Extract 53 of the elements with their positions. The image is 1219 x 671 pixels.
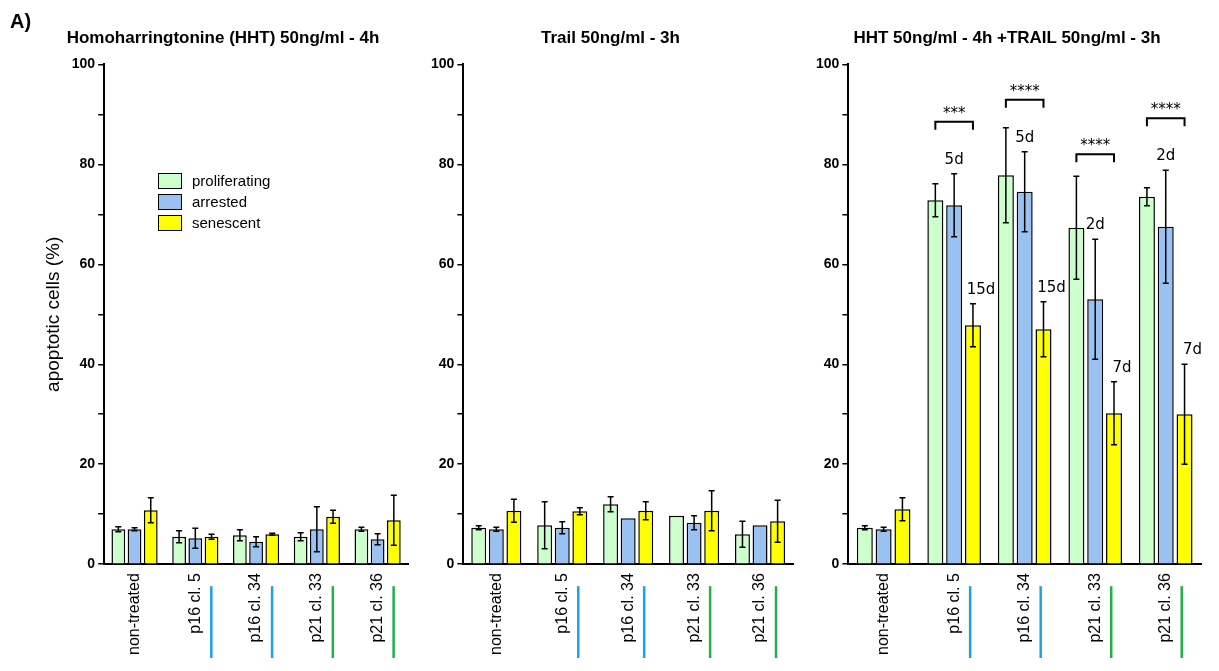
legend-label: senescent bbox=[192, 214, 261, 231]
y-tick-label: 60 bbox=[823, 255, 840, 272]
annotation: **** bbox=[1009, 81, 1041, 100]
y-tick-label: 20 bbox=[438, 455, 455, 472]
y-tick-label: 0 bbox=[446, 555, 455, 572]
y-tick-label: 80 bbox=[79, 155, 96, 172]
y-axis-title: apoptotic cells (%) bbox=[41, 236, 63, 392]
x-tick-label: p16 cl. 34 bbox=[618, 573, 636, 643]
y-tick-label: 100 bbox=[71, 55, 96, 72]
x-tick-label: p21 cl. 33 bbox=[684, 573, 702, 643]
y-tick-label: 100 bbox=[816, 55, 840, 72]
x-tick-label: p16 cl. 5 bbox=[944, 573, 962, 634]
x-tick-label: p21 cl. 33 bbox=[1085, 573, 1103, 643]
text: A) bbox=[10, 9, 32, 32]
chart-title: HHT 50ng/ml - 4h +TRAIL 50ng/ml - 3h bbox=[853, 27, 1161, 47]
x-tick-label: p21 cl. 36 bbox=[1156, 573, 1174, 643]
y-tick-label: 100 bbox=[431, 55, 455, 72]
y-tick-label: 40 bbox=[79, 355, 96, 372]
annotation: 15d bbox=[966, 279, 996, 298]
y-tick-label: 40 bbox=[823, 355, 840, 372]
chart-title: Trail 50ng/ml - 3h bbox=[541, 27, 680, 47]
legend-label: arrested bbox=[192, 193, 248, 210]
legend-label: proliferating bbox=[192, 172, 271, 189]
x-tick-label: non-treated bbox=[874, 573, 892, 656]
x-tick-label: p16 cl. 5 bbox=[552, 573, 570, 634]
y-tick-label: 80 bbox=[823, 155, 840, 172]
y-tick-label: 20 bbox=[79, 455, 96, 472]
chart-title: Homoharringtonine (HHT) 50ng/ml - 4h bbox=[66, 27, 380, 47]
y-tick-label: 60 bbox=[438, 255, 455, 272]
x-tick-label: p21 cl. 36 bbox=[368, 573, 386, 643]
y-tick-label: 0 bbox=[831, 555, 840, 572]
x-tick-label: non-treated bbox=[486, 573, 504, 656]
annotation: **** bbox=[1080, 136, 1111, 155]
annotation: 7d bbox=[1112, 357, 1132, 376]
x-tick-label: p16 cl. 34 bbox=[246, 573, 264, 643]
annotation: 2d bbox=[1085, 215, 1105, 234]
y-tick-label: 20 bbox=[823, 455, 840, 472]
annotation: 5d bbox=[944, 149, 964, 168]
x-tick-label: p16 cl. 34 bbox=[1015, 573, 1033, 643]
annotation: 7d bbox=[1183, 340, 1203, 359]
annotation: 15d bbox=[1037, 277, 1066, 296]
y-tick-label: 60 bbox=[79, 255, 96, 272]
annotation: 5d bbox=[1015, 127, 1035, 146]
y-tick-label: 80 bbox=[438, 155, 455, 172]
annotation: **** bbox=[1150, 100, 1182, 119]
x-tick-label: non-treated bbox=[124, 573, 142, 656]
annotation: *** bbox=[942, 103, 966, 122]
y-tick-label: 0 bbox=[87, 555, 96, 572]
x-tick-label: p21 cl. 33 bbox=[307, 573, 325, 643]
annotation: 2d bbox=[1156, 146, 1176, 165]
x-tick-label: p21 cl. 36 bbox=[750, 573, 768, 643]
y-tick-label: 40 bbox=[438, 355, 455, 372]
x-tick-label: p16 cl. 5 bbox=[185, 573, 203, 634]
